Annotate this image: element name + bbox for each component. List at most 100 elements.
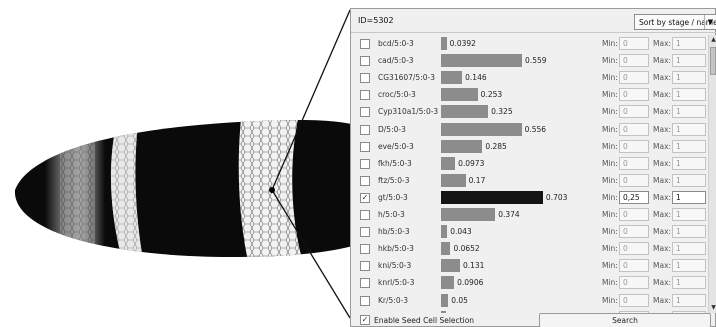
expression-value: 0.0652: [453, 244, 480, 254]
min-threshold-input[interactable]: 0: [619, 173, 649, 187]
expression-bar: [441, 71, 463, 85]
gene-checkbox[interactable]: ✓: [360, 192, 370, 203]
max-threshold-input[interactable]: 1: [672, 173, 706, 187]
gene-name: D/5:0-3: [378, 124, 406, 134]
max-threshold-input[interactable]: 1: [672, 310, 706, 313]
min-threshold-input[interactable]: 0: [619, 156, 649, 170]
dropdown-arrow-icon[interactable]: ▼: [704, 15, 716, 29]
gene-row[interactable]: cad/5:0-3 0.559 Min: 0 Max: 1: [351, 52, 707, 69]
expression-bar-track: 0.703: [441, 190, 591, 204]
min-threshold-input[interactable]: 0: [619, 139, 649, 153]
max-threshold-input[interactable]: 1: [672, 259, 706, 273]
gene-row[interactable]: h/5:0-3 0.374 Min: 0 Max: 1: [351, 206, 707, 223]
min-threshold-input[interactable]: 0: [619, 259, 649, 273]
max-threshold-input[interactable]: 1: [672, 54, 706, 68]
gene-checkbox[interactable]: [360, 73, 370, 84]
max-threshold-input[interactable]: 1: [672, 88, 706, 102]
expression-value: 0.285: [485, 141, 507, 151]
gene-checkbox[interactable]: [360, 227, 370, 238]
min-threshold-input[interactable]: 0: [619, 242, 649, 256]
gene-checkbox[interactable]: [360, 175, 370, 186]
expression-bar-track: 0.556: [441, 122, 591, 136]
gene-checkbox[interactable]: [360, 278, 370, 289]
min-threshold-input[interactable]: 0: [619, 71, 649, 85]
sort-dropdown[interactable]: Sort by stage / name ▼: [634, 14, 716, 30]
max-label: Max:: [653, 124, 672, 134]
gene-row[interactable]: bcd/5:0-3 0.0392 Min: 0 Max: 1: [351, 35, 707, 52]
max-label: Max:: [653, 141, 672, 151]
gene-row[interactable]: CG31607/5:0-3 0.146 Min: 0 Max: 1: [351, 69, 707, 86]
gene-checkbox[interactable]: [360, 141, 370, 152]
gene-checkbox[interactable]: [360, 158, 370, 169]
min-threshold-input[interactable]: 0: [619, 293, 649, 307]
gene-row[interactable]: knrl/5:0-3 0.0906 Min: 0 Max: 1: [351, 274, 707, 291]
min-threshold-input[interactable]: 0,25: [619, 190, 649, 204]
min-threshold-input[interactable]: 0: [619, 88, 649, 102]
gene-row[interactable]: hb/5:0-3 0.043 Min: 0 Max: 1: [351, 223, 707, 240]
max-threshold-input[interactable]: 1: [672, 276, 706, 290]
gene-checkbox[interactable]: [360, 107, 370, 118]
gene-row[interactable]: ✓ gt/5:0-3 0.703 Min: 0,25 Max: 1: [351, 189, 707, 206]
min-label: Min:: [602, 39, 618, 48]
gene-row[interactable]: kni/5:0-3 0.131 Min: 0 Max: 1: [351, 257, 707, 274]
min-threshold-input[interactable]: 0: [619, 208, 649, 221]
gene-row[interactable]: Kr/5:0-3 0.05 Min: 0 Max: 1: [351, 292, 707, 309]
gene-name: h/5:0-3: [378, 210, 405, 219]
gene-checkbox[interactable]: [360, 90, 370, 101]
min-threshold-input[interactable]: 0: [619, 276, 649, 290]
seed-selection-checkbox[interactable]: ✓: [360, 315, 370, 325]
max-threshold-input[interactable]: 1: [672, 190, 706, 204]
max-threshold-input[interactable]: 1: [672, 122, 706, 136]
gene-row[interactable]: fkh/5:0-3 0.0973 Min: 0 Max: 1: [351, 155, 707, 172]
gene-row[interactable]: ftz/5:0-3 0.17 Min: 0 Max: 1: [351, 172, 707, 189]
expression-bar-track: 0.0973: [441, 156, 591, 170]
max-threshold-input[interactable]: 1: [672, 242, 706, 256]
gene-name: hkb/5:0-3: [378, 244, 414, 254]
min-threshold-input[interactable]: 0: [619, 54, 649, 68]
min-label: Min:: [602, 107, 618, 117]
max-threshold-input[interactable]: 1: [672, 71, 706, 85]
max-threshold-input[interactable]: 1: [672, 37, 706, 50]
scroll-thumb[interactable]: [710, 47, 716, 75]
max-threshold-input[interactable]: 1: [672, 208, 706, 221]
min-threshold-input[interactable]: 0: [619, 310, 649, 313]
gene-checkbox[interactable]: [360, 295, 370, 306]
gene-checkbox[interactable]: [360, 124, 370, 135]
max-threshold-input[interactable]: 1: [672, 225, 706, 239]
max-threshold-input[interactable]: 1: [672, 139, 706, 153]
expression-bar: [441, 173, 466, 187]
seed-cell-marker[interactable]: [269, 187, 275, 193]
gene-name: knrl/5:0-3: [378, 278, 415, 288]
max-threshold-input[interactable]: 1: [672, 293, 706, 307]
expression-value: 0.325: [491, 107, 513, 117]
max-threshold-input[interactable]: 1: [672, 105, 706, 119]
expression-bar: [441, 310, 447, 313]
expression-bar-track: 0.285: [441, 139, 591, 153]
max-threshold-input[interactable]: 1: [672, 156, 706, 170]
search-button[interactable]: Search: [539, 313, 711, 327]
gene-checkbox[interactable]: [360, 56, 370, 67]
min-threshold-input[interactable]: 0: [619, 225, 649, 239]
min-threshold-input[interactable]: 0: [619, 122, 649, 136]
gene-checkbox[interactable]: [360, 244, 370, 255]
gene-row[interactable]: Cyp310a1/5:0-3 0.325 Min: 0 Max: 1: [351, 103, 707, 120]
gene-row[interactable]: eve/5:0-3 0.285 Min: 0 Max: 1: [351, 138, 707, 155]
gene-name: ftz/5:0-3: [378, 175, 410, 185]
min-threshold-input[interactable]: 0: [619, 105, 649, 119]
gene-row[interactable]: hkb/5:0-3 0.0652 Min: 0 Max: 1: [351, 240, 707, 257]
expression-bar: [441, 88, 478, 102]
expression-bar: [441, 208, 496, 221]
gene-checkbox[interactable]: [360, 39, 370, 49]
gene-row[interactable]: D/5:0-3 0.556 Min: 0 Max: 1: [351, 121, 707, 138]
gene-list-scrollbar[interactable]: ▲ ▼: [708, 35, 716, 313]
expression-bar-track: 0.05: [441, 293, 591, 307]
gene-name: kni/5:0-3: [378, 261, 412, 271]
gene-row[interactable]: croc/5:0-3 0.253 Min: 0 Max: 1: [351, 86, 707, 103]
gene-checkbox[interactable]: [360, 261, 370, 272]
scroll-down-icon[interactable]: ▼: [711, 304, 716, 311]
min-threshold-input[interactable]: 0: [619, 37, 649, 50]
gene-checkbox[interactable]: [360, 210, 370, 220]
scroll-up-icon[interactable]: ▲: [711, 36, 716, 43]
